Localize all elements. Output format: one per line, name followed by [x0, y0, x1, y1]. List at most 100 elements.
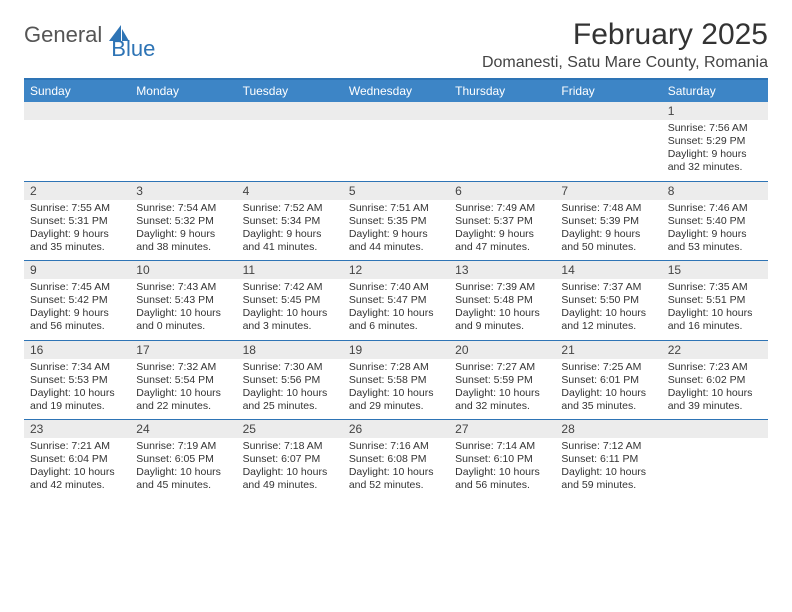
sunrise-text: Sunrise: 7:52 AM — [243, 202, 337, 215]
daylight-text: Daylight: 9 hours and 38 minutes. — [136, 228, 230, 254]
day-body: Sunrise: 7:28 AMSunset: 5:58 PMDaylight:… — [343, 359, 449, 420]
day-body: Sunrise: 7:42 AMSunset: 5:45 PMDaylight:… — [237, 279, 343, 340]
day-number: 11 — [237, 261, 343, 279]
sunset-text: Sunset: 5:37 PM — [455, 215, 549, 228]
daylight-text: Daylight: 10 hours and 52 minutes. — [349, 466, 443, 492]
day-number: 5 — [343, 182, 449, 200]
day-body — [449, 120, 555, 178]
sunrise-text: Sunrise: 7:35 AM — [668, 281, 762, 294]
daylight-text: Daylight: 10 hours and 59 minutes. — [561, 466, 655, 492]
day-body: Sunrise: 7:35 AMSunset: 5:51 PMDaylight:… — [662, 279, 768, 340]
day-cell: 2Sunrise: 7:55 AMSunset: 5:31 PMDaylight… — [24, 182, 130, 261]
day-cell: 11Sunrise: 7:42 AMSunset: 5:45 PMDayligh… — [237, 261, 343, 340]
day-number — [24, 102, 130, 120]
sunset-text: Sunset: 5:59 PM — [455, 374, 549, 387]
day-body: Sunrise: 7:52 AMSunset: 5:34 PMDaylight:… — [237, 200, 343, 261]
header: General Blue February 2025 Domanesti, Sa… — [24, 18, 768, 72]
day-cell: 21Sunrise: 7:25 AMSunset: 6:01 PMDayligh… — [555, 341, 661, 420]
day-cell — [555, 102, 661, 181]
daylight-text: Daylight: 9 hours and 35 minutes. — [30, 228, 124, 254]
day-number: 7 — [555, 182, 661, 200]
day-number — [449, 102, 555, 120]
sunset-text: Sunset: 6:07 PM — [243, 453, 337, 466]
sunset-text: Sunset: 5:39 PM — [561, 215, 655, 228]
day-number: 9 — [24, 261, 130, 279]
daylight-text: Daylight: 10 hours and 32 minutes. — [455, 387, 549, 413]
sunrise-text: Sunrise: 7:56 AM — [668, 122, 762, 135]
daylight-text: Daylight: 9 hours and 50 minutes. — [561, 228, 655, 254]
day-body — [24, 120, 130, 178]
day-number: 20 — [449, 341, 555, 359]
day-number: 24 — [130, 420, 236, 438]
day-number — [662, 420, 768, 438]
day-cell: 14Sunrise: 7:37 AMSunset: 5:50 PMDayligh… — [555, 261, 661, 340]
weekday-wed: Wednesday — [343, 80, 449, 102]
day-number: 10 — [130, 261, 236, 279]
daylight-text: Daylight: 9 hours and 56 minutes. — [30, 307, 124, 333]
day-body — [343, 120, 449, 178]
sunrise-text: Sunrise: 7:23 AM — [668, 361, 762, 374]
sunrise-text: Sunrise: 7:25 AM — [561, 361, 655, 374]
sunset-text: Sunset: 5:29 PM — [668, 135, 762, 148]
week-row: 2Sunrise: 7:55 AMSunset: 5:31 PMDaylight… — [24, 181, 768, 261]
daylight-text: Daylight: 10 hours and 22 minutes. — [136, 387, 230, 413]
sunrise-text: Sunrise: 7:54 AM — [136, 202, 230, 215]
day-cell: 27Sunrise: 7:14 AMSunset: 6:10 PMDayligh… — [449, 420, 555, 499]
day-cell: 6Sunrise: 7:49 AMSunset: 5:37 PMDaylight… — [449, 182, 555, 261]
day-body: Sunrise: 7:56 AMSunset: 5:29 PMDaylight:… — [662, 120, 768, 181]
daylight-text: Daylight: 10 hours and 16 minutes. — [668, 307, 762, 333]
sunrise-text: Sunrise: 7:16 AM — [349, 440, 443, 453]
daylight-text: Daylight: 10 hours and 9 minutes. — [455, 307, 549, 333]
sunset-text: Sunset: 5:42 PM — [30, 294, 124, 307]
weekday-sun: Sunday — [24, 80, 130, 102]
daylight-text: Daylight: 9 hours and 53 minutes. — [668, 228, 762, 254]
sunset-text: Sunset: 5:48 PM — [455, 294, 549, 307]
week-row: 9Sunrise: 7:45 AMSunset: 5:42 PMDaylight… — [24, 260, 768, 340]
sunset-text: Sunset: 5:45 PM — [243, 294, 337, 307]
weekday-thu: Thursday — [449, 80, 555, 102]
sunset-text: Sunset: 6:08 PM — [349, 453, 443, 466]
day-number: 3 — [130, 182, 236, 200]
week-row: 16Sunrise: 7:34 AMSunset: 5:53 PMDayligh… — [24, 340, 768, 420]
sunrise-text: Sunrise: 7:21 AM — [30, 440, 124, 453]
title-block: February 2025 Domanesti, Satu Mare Count… — [482, 18, 768, 72]
daylight-text: Daylight: 10 hours and 45 minutes. — [136, 466, 230, 492]
daylight-text: Daylight: 9 hours and 41 minutes. — [243, 228, 337, 254]
sunrise-text: Sunrise: 7:40 AM — [349, 281, 443, 294]
day-body: Sunrise: 7:55 AMSunset: 5:31 PMDaylight:… — [24, 200, 130, 261]
day-body: Sunrise: 7:49 AMSunset: 5:37 PMDaylight:… — [449, 200, 555, 261]
day-cell: 17Sunrise: 7:32 AMSunset: 5:54 PMDayligh… — [130, 341, 236, 420]
day-cell: 3Sunrise: 7:54 AMSunset: 5:32 PMDaylight… — [130, 182, 236, 261]
day-number: 25 — [237, 420, 343, 438]
logo: General Blue — [24, 18, 177, 48]
daylight-text: Daylight: 9 hours and 44 minutes. — [349, 228, 443, 254]
sunrise-text: Sunrise: 7:51 AM — [349, 202, 443, 215]
sunset-text: Sunset: 6:02 PM — [668, 374, 762, 387]
day-number: 13 — [449, 261, 555, 279]
daylight-text: Daylight: 10 hours and 35 minutes. — [561, 387, 655, 413]
day-body: Sunrise: 7:39 AMSunset: 5:48 PMDaylight:… — [449, 279, 555, 340]
day-number: 4 — [237, 182, 343, 200]
day-number — [130, 102, 236, 120]
day-body — [237, 120, 343, 178]
sunrise-text: Sunrise: 7:46 AM — [668, 202, 762, 215]
day-cell: 18Sunrise: 7:30 AMSunset: 5:56 PMDayligh… — [237, 341, 343, 420]
day-number: 23 — [24, 420, 130, 438]
daylight-text: Daylight: 10 hours and 3 minutes. — [243, 307, 337, 333]
day-cell — [24, 102, 130, 181]
sunrise-text: Sunrise: 7:55 AM — [30, 202, 124, 215]
day-cell: 16Sunrise: 7:34 AMSunset: 5:53 PMDayligh… — [24, 341, 130, 420]
day-cell: 25Sunrise: 7:18 AMSunset: 6:07 PMDayligh… — [237, 420, 343, 499]
day-cell: 12Sunrise: 7:40 AMSunset: 5:47 PMDayligh… — [343, 261, 449, 340]
day-number — [237, 102, 343, 120]
daylight-text: Daylight: 10 hours and 56 minutes. — [455, 466, 549, 492]
day-cell — [449, 102, 555, 181]
logo-text-general: General — [24, 22, 102, 48]
sunrise-text: Sunrise: 7:39 AM — [455, 281, 549, 294]
daylight-text: Daylight: 10 hours and 19 minutes. — [30, 387, 124, 413]
day-number: 22 — [662, 341, 768, 359]
sunset-text: Sunset: 5:31 PM — [30, 215, 124, 228]
sunrise-text: Sunrise: 7:28 AM — [349, 361, 443, 374]
day-body: Sunrise: 7:54 AMSunset: 5:32 PMDaylight:… — [130, 200, 236, 261]
sunrise-text: Sunrise: 7:43 AM — [136, 281, 230, 294]
